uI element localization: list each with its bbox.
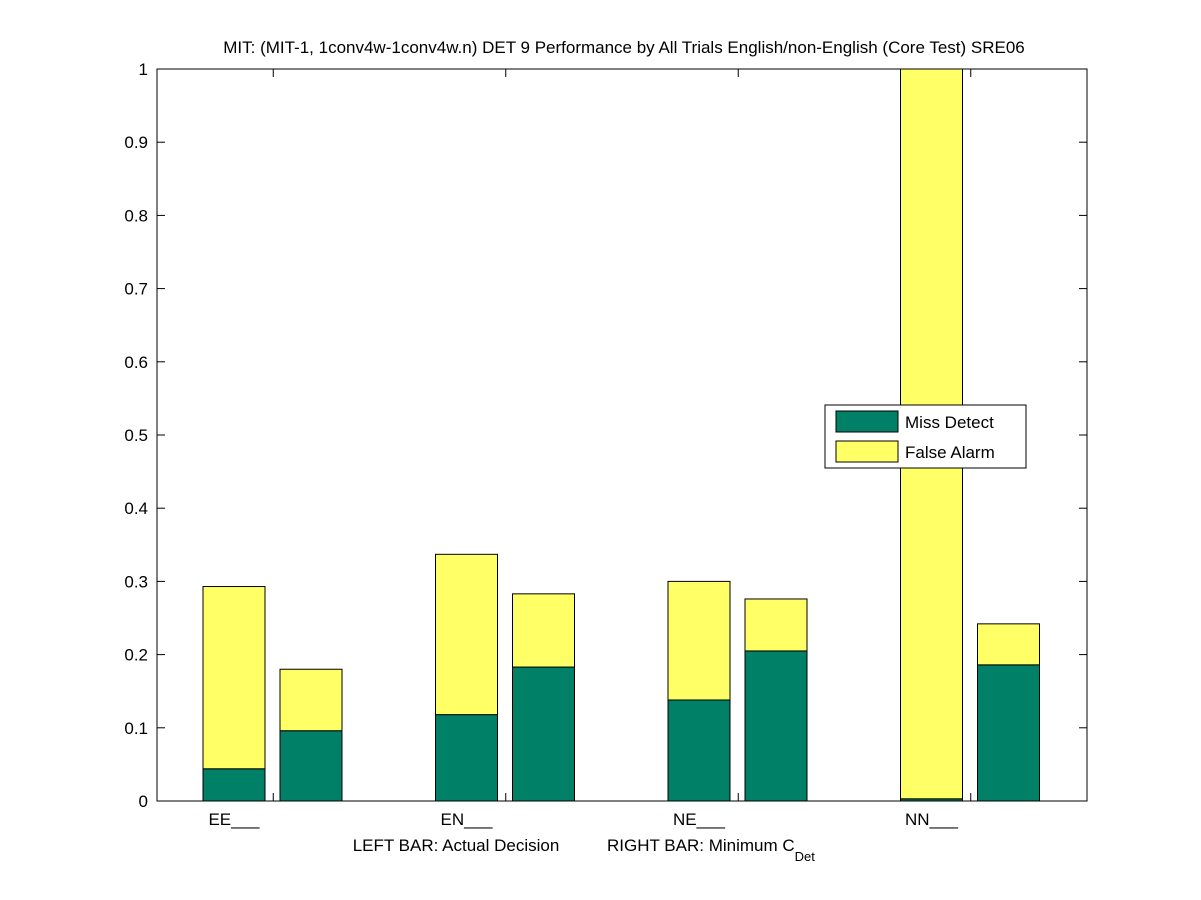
bar-ee-actual-miss-detect: [202, 768, 266, 802]
bar-en-minimum-miss-detect: [512, 666, 575, 802]
bar-ne-actual-false-alarm: [667, 580, 731, 701]
x-axis-label-right-main: RIGHT BAR: Minimum C: [607, 836, 795, 855]
y-tick-label: 0: [139, 792, 148, 811]
legend-label-false-alarm: False Alarm: [905, 443, 995, 462]
bar-ne-minimum-miss-detect: [744, 650, 808, 802]
y-tick-label: 0.5: [124, 426, 148, 445]
y-tick-label: 0.2: [124, 646, 148, 665]
legend-swatch-false-alarm: [835, 440, 899, 463]
x-axis-label-left: LEFT BAR: Actual Decision: [353, 836, 560, 855]
legend-swatch-miss-detect: [835, 410, 899, 433]
y-tick-label: 0.6: [124, 353, 148, 372]
bar-ne-minimum-false-alarm: [744, 598, 808, 652]
bar-ee-minimum-miss-detect: [279, 730, 343, 802]
x-tick-label: NN___: [905, 810, 958, 829]
x-axis-label-right: RIGHT BAR: Minimum CDet: [607, 836, 815, 864]
bar-ee-minimum-false-alarm: [279, 668, 343, 732]
bar-en-actual-miss-detect: [435, 714, 498, 802]
bar-nn-minimum-miss-detect: [977, 664, 1040, 802]
plot-frame: [156, 68, 1088, 802]
bar-ee-actual-false-alarm: [202, 586, 266, 770]
bars-group: [202, 68, 1040, 802]
x-tick-label: EN___: [441, 810, 494, 829]
bar-en-actual-false-alarm: [435, 553, 498, 716]
legend: Miss Detect False Alarm: [824, 404, 1027, 469]
bar-nn-minimum-false-alarm: [977, 623, 1040, 666]
bar-en-minimum-false-alarm: [512, 593, 575, 668]
axes-group: 0 0.1 0.2 0.3 0.4 0.5 0.6 0.7 0.8 0.9 1 EE___ EN___ N…: [124, 60, 1087, 829]
y-tick-label: 0.9: [124, 133, 148, 152]
x-tick-label: NE___: [673, 810, 726, 829]
chart-title: MIT: (MIT-1, 1conv4w-1conv4w.n) DET 9 Pe…: [223, 38, 1025, 57]
bar-ne-actual-miss-detect: [667, 699, 731, 802]
y-tick-label: 0.7: [124, 280, 148, 299]
x-axis-label-right-subscript: Det: [795, 849, 816, 864]
y-tick-label: 0.1: [124, 719, 148, 738]
legend-label-miss-detect: Miss Detect: [905, 413, 994, 432]
y-tick-label: 0.4: [124, 499, 148, 518]
x-tick-label: EE___: [208, 810, 260, 829]
y-tick-label: 0.3: [124, 572, 148, 591]
y-tick-label: 0.8: [124, 206, 148, 225]
y-tick-label: 1: [139, 60, 148, 79]
